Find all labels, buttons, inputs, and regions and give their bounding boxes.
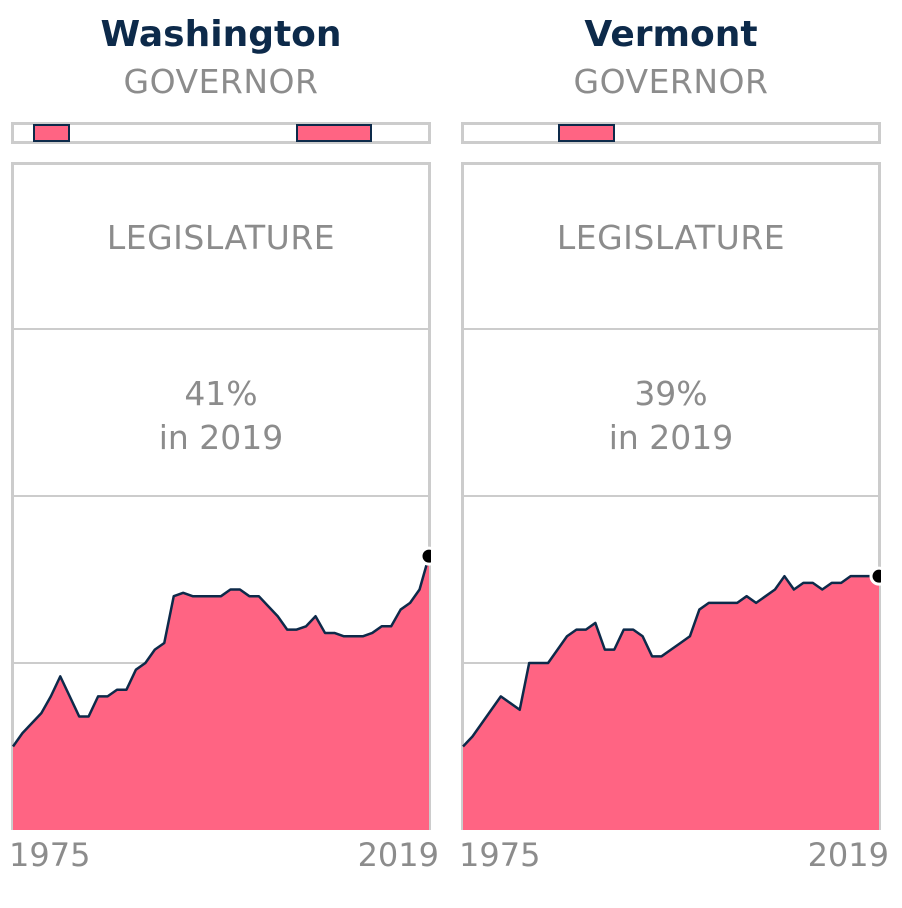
x-axis-end-label: 2019 <box>357 836 439 874</box>
area-fill <box>13 556 429 830</box>
latest-percent: 41% <box>184 374 258 413</box>
latest-percent-annotation: 39% in 2019 <box>461 372 881 460</box>
series-line <box>462 574 879 748</box>
state-title: Washington <box>100 14 342 55</box>
state-title: Vermont <box>584 14 758 55</box>
latest-year: in 2019 <box>158 418 284 457</box>
latest-percent: 39% <box>634 374 708 413</box>
legislature-label: LEGISLATURE <box>556 218 786 257</box>
governor-term-bar <box>558 124 615 142</box>
latest-value-marker <box>869 566 881 586</box>
governor-term-bar <box>296 124 372 142</box>
governor-term-bar <box>32 124 71 142</box>
x-axis-start-label: 1975 <box>459 836 541 874</box>
area-fill <box>463 576 879 830</box>
governor-timeline <box>461 122 881 144</box>
latest-year: in 2019 <box>608 418 734 457</box>
x-axis-end-label: 2019 <box>807 836 889 874</box>
washington-panel: Washington GOVERNOR LEGISLATURE 41% in 2… <box>9 0 439 908</box>
x-axis-start-label: 1975 <box>9 836 91 874</box>
governor-label: GOVERNOR <box>123 62 319 101</box>
vermont-panel: Vermont GOVERNOR LEGISLATURE 39% in 2019… <box>459 0 889 908</box>
legislature-label: LEGISLATURE <box>106 218 336 257</box>
latest-value-marker <box>419 546 431 566</box>
legislature-chart <box>461 162 881 830</box>
legislature-area-chart <box>11 162 431 830</box>
legislature-chart <box>11 162 431 830</box>
governor-label: GOVERNOR <box>573 62 769 101</box>
series-line <box>11 555 431 748</box>
latest-percent-annotation: 41% in 2019 <box>11 372 431 460</box>
legislature-area-chart <box>461 162 881 830</box>
governor-timeline <box>11 122 431 144</box>
